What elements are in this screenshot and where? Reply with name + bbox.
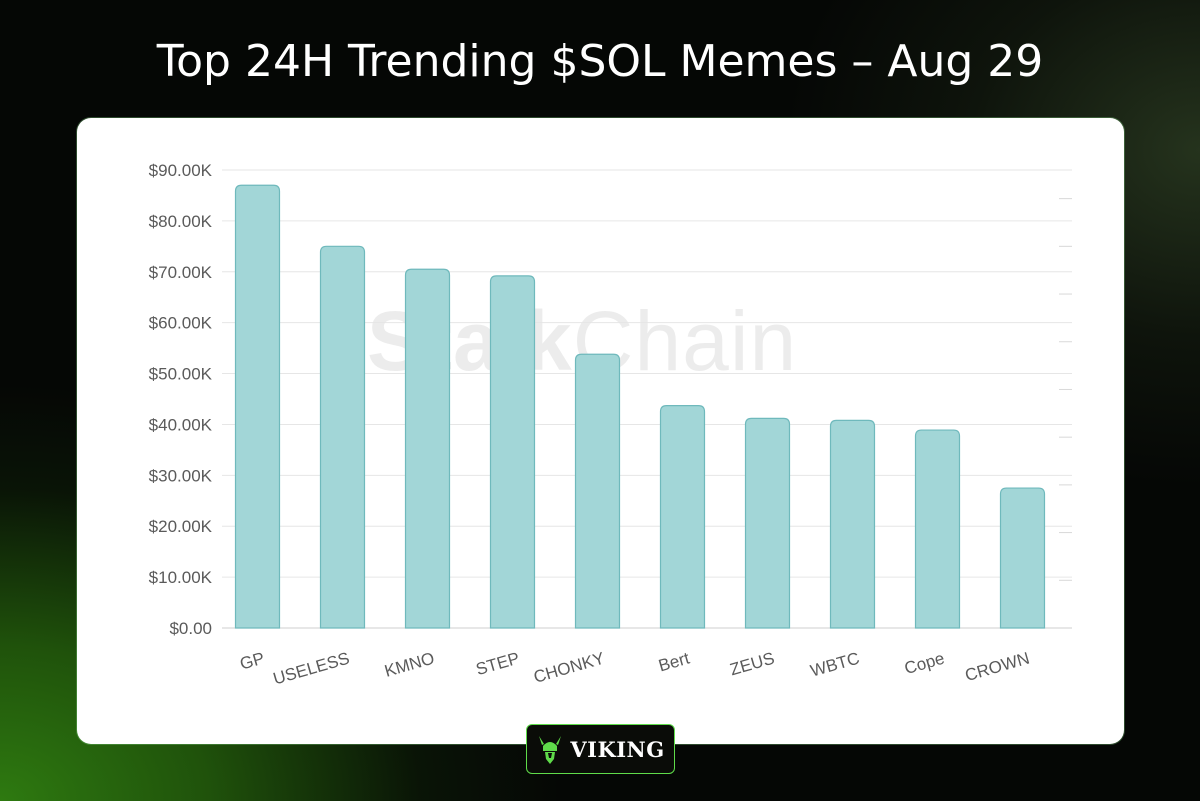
x-tick-label: CHONKY xyxy=(531,649,606,687)
x-tick-label: Cope xyxy=(902,649,946,678)
y-tick-label: $30.00K xyxy=(149,466,213,485)
y-tick-label: $80.00K xyxy=(149,212,213,231)
x-tick-label: WBTC xyxy=(808,649,861,681)
x-tick-label: KMNO xyxy=(382,649,436,681)
y-tick-label: $70.00K xyxy=(149,263,213,282)
x-tick-label: CROWN xyxy=(963,649,1032,685)
bar xyxy=(404,268,451,629)
bar xyxy=(659,405,706,629)
bar xyxy=(489,275,536,629)
y-tick-label: $20.00K xyxy=(149,517,213,536)
bar xyxy=(744,417,791,629)
x-tick-label: ZEUS xyxy=(728,649,777,680)
y-tick-label: $50.00K xyxy=(149,365,213,384)
bar-chart: $0.00 $10.00K $20.00K $30.00K $40.00K $50.00K… xyxy=(149,161,1072,689)
viking-helmet-icon xyxy=(539,736,562,764)
bar xyxy=(574,353,621,629)
y-tick-label: $60.00K xyxy=(149,314,213,333)
x-tick-label: Bert xyxy=(656,649,691,676)
y-tick-label: $0.00 xyxy=(169,619,212,638)
x-tick-label: USELESS xyxy=(271,649,352,689)
x-tick-label: STEP xyxy=(474,649,522,680)
bar xyxy=(914,429,961,629)
y-tick-label: $90.00K xyxy=(149,161,213,180)
page-title: Top 24H Trending $SOL Memes – Aug 29 xyxy=(156,36,1044,87)
x-tick-label: GP xyxy=(238,649,267,674)
y-tick-label: $10.00K xyxy=(149,568,213,587)
viking-logo: VIKING xyxy=(526,724,675,774)
bar xyxy=(829,419,876,629)
bar xyxy=(234,184,281,629)
chart-card: StalkChain $0.00 $10.00K $20.00K $30.00K $40… xyxy=(77,118,1124,744)
bar xyxy=(319,245,366,629)
logo-text: VIKING xyxy=(570,736,665,762)
bar xyxy=(999,487,1046,629)
y-tick-label: $40.00K xyxy=(149,415,213,434)
